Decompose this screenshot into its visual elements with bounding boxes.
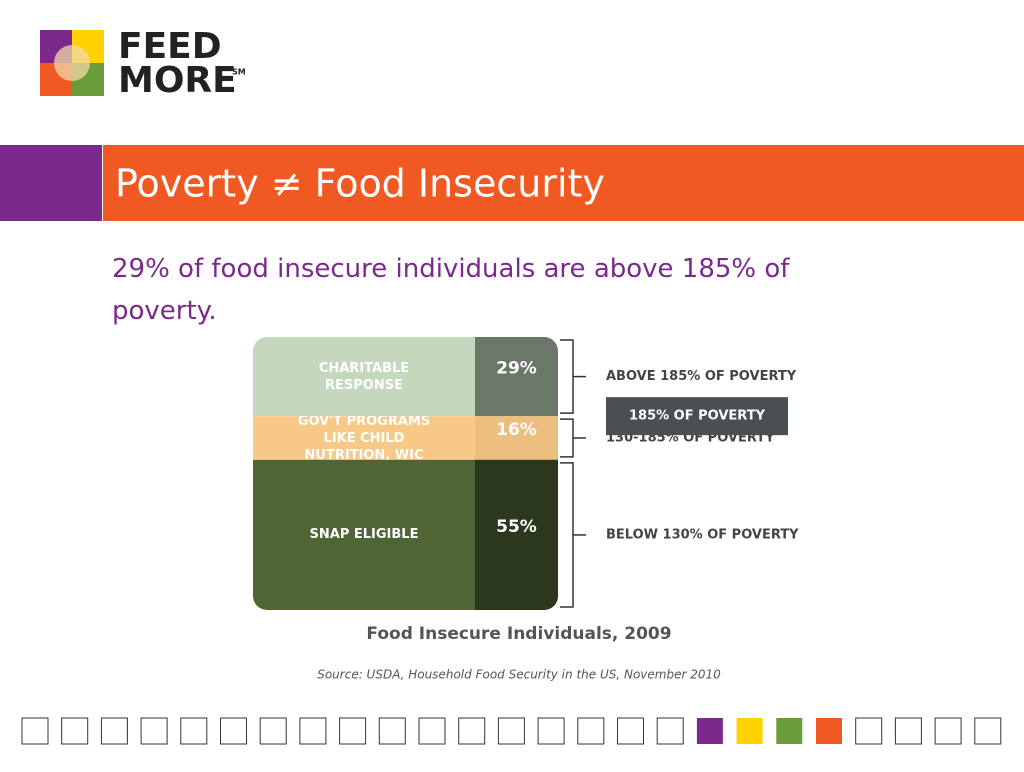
footer-square [537,717,565,745]
footer-square [894,717,922,745]
value-label: 29% [496,359,537,379]
footer-square [418,717,446,745]
segment-label-box: SNAP ELIGIBLE [309,527,419,543]
logo-mark: SM [232,68,246,77]
value-label: 16% [496,420,537,440]
segment-label: GOV'T PROGRAMS LIKE CHILD NUTRITION, WIC [297,416,431,460]
footer-square [299,717,327,745]
logo: FEED MORE SM [40,26,246,101]
logo-circle [54,45,90,81]
segment-label-box: GOV'T PROGRAMS LIKE CHILD NUTRITION, WIC [297,416,431,460]
slide-title: Poverty ≠ Food Insecurity [115,162,605,206]
segment-label: SNAP ELIGIBLE [309,527,419,543]
footer-square [180,717,208,745]
footer-square [934,717,962,745]
footer-squares [21,717,1002,745]
chart-title: Food Insecure Individuals, 2009 [366,624,671,644]
footer-square [974,717,1002,745]
footer-square [378,717,406,745]
footer-square [696,718,723,744]
bracket [560,418,574,458]
footer-square [100,717,128,745]
range-label: ABOVE 185% OF POVERTY [606,369,797,384]
title-accent [0,145,102,221]
segment-label: CHARITABLE RESPONSE [318,360,410,393]
segment-label-box: CHARITABLE RESPONSE [318,360,410,393]
footer-square [339,717,367,745]
title-bar [103,145,1024,221]
footer-square [776,718,803,744]
logo-text: MORE [118,60,237,101]
annotation: 185% OF POVERTY [629,409,766,424]
footer-square [736,718,763,744]
chart: CHARITABLE RESPONSE 29% ABOVE 185% OF POVE… [253,337,799,610]
logo-text: FEED [118,26,222,67]
range-label: BELOW 130% OF POVERTY [606,527,799,542]
footer-square [220,717,247,745]
bracket [560,462,574,608]
footer-square [259,717,287,745]
segment-value-column [475,337,558,417]
footer-square [816,718,842,744]
value-label: 55% [496,517,537,537]
footer-square [855,717,883,745]
source: Source: USDA, Household Food Security in… [317,668,721,682]
footer-square [577,717,605,745]
bracket [560,339,574,414]
footer-square [140,717,168,745]
segment-value-column [475,416,558,460]
footer-square [497,717,525,745]
footer-square [61,717,89,745]
footer-square [458,717,486,745]
footer-square [21,717,49,745]
footer-square [656,717,684,745]
segment-value-column [475,459,558,610]
annotation-box [606,397,788,436]
subtitle: 29% of food insecure individuals are abo… [112,254,790,326]
footer-square [617,717,644,745]
subtitle-box: 29% of food insecure individuals are abo… [112,254,790,326]
